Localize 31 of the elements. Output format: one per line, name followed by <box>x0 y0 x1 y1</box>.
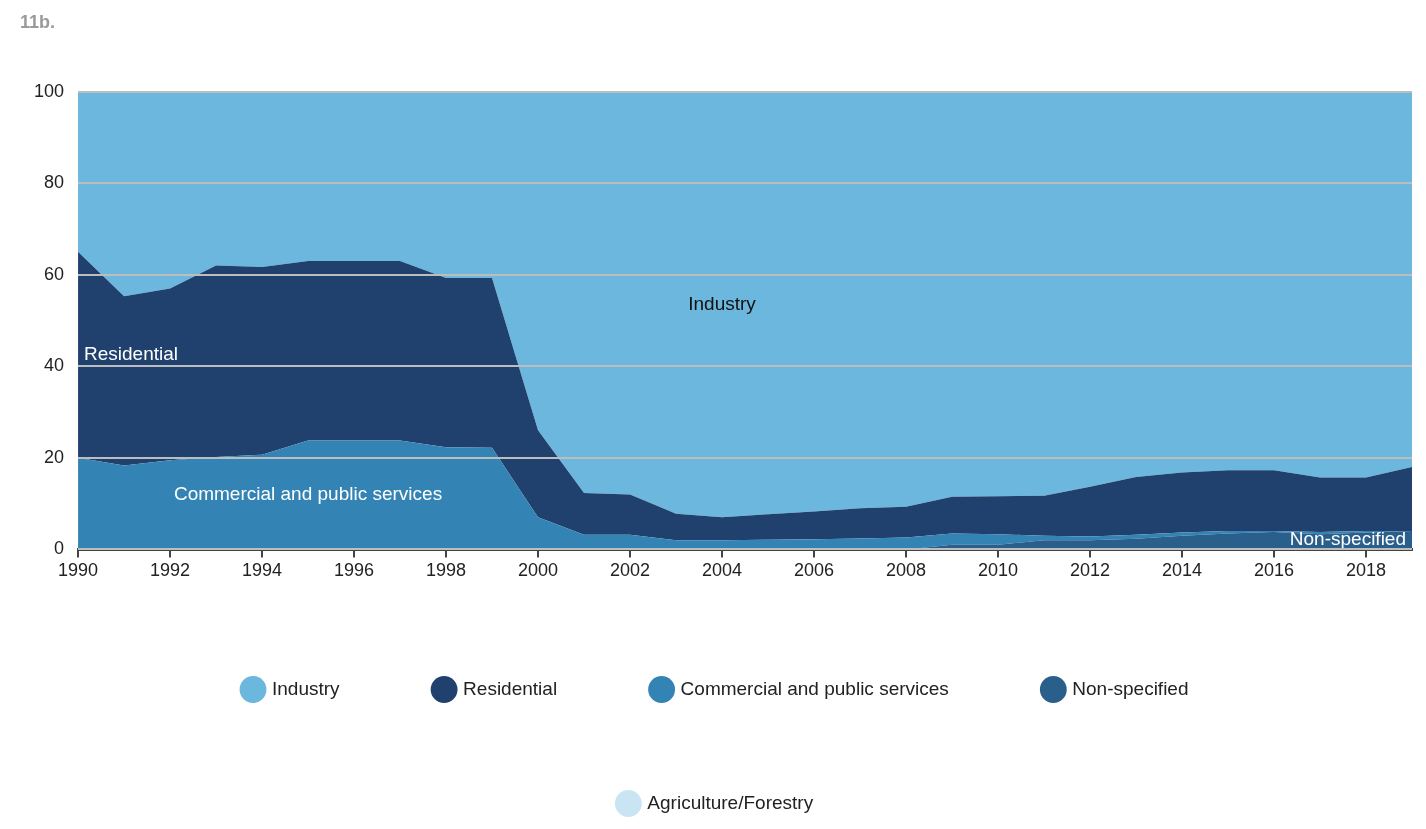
x-tick-label: 2016 <box>1253 560 1295 581</box>
y-tick-label: 60 <box>44 263 65 284</box>
x-tick-label: 1998 <box>426 560 467 581</box>
legend-label: Agriculture/Forestry <box>647 791 814 813</box>
y-tick-label: 80 <box>44 172 65 193</box>
x-tick-label: 1996 <box>334 560 375 581</box>
text: Non-specified <box>1289 528 1406 550</box>
x-tick-label: 1994 <box>242 560 283 581</box>
x-tick-label: 2008 <box>885 560 927 581</box>
legend-label: Non-specified <box>1072 677 1189 699</box>
legend-label: Residential <box>463 677 558 699</box>
x-tick-label: 1992 <box>150 560 191 581</box>
y-tick-label: 40 <box>44 355 65 376</box>
legend-label: Industry <box>272 677 341 699</box>
x-tick-label: 1990 <box>58 560 99 581</box>
x-tick-label: 2004 <box>701 560 743 581</box>
y-tick-label: 100 <box>33 80 65 101</box>
y-tick-label: 0 <box>54 538 65 559</box>
text: Commercial and public services <box>173 483 443 505</box>
x-tick-label: 2012 <box>1069 560 1111 581</box>
x-tick-label: 2014 <box>1161 560 1203 581</box>
x-tick-label: 2018 <box>1345 560 1387 581</box>
y-tick-label: 20 <box>44 446 65 467</box>
text: Residential <box>84 343 179 365</box>
chart-title: 11b. <box>20 11 56 32</box>
text: Industry <box>688 292 756 314</box>
x-tick-label: 2010 <box>977 560 1019 581</box>
x-tick-label: 2000 <box>518 560 559 581</box>
x-tick-label: 2006 <box>793 560 835 581</box>
legend-label: Commercial and public services <box>680 677 949 699</box>
x-tick-label: 2002 <box>610 560 651 581</box>
